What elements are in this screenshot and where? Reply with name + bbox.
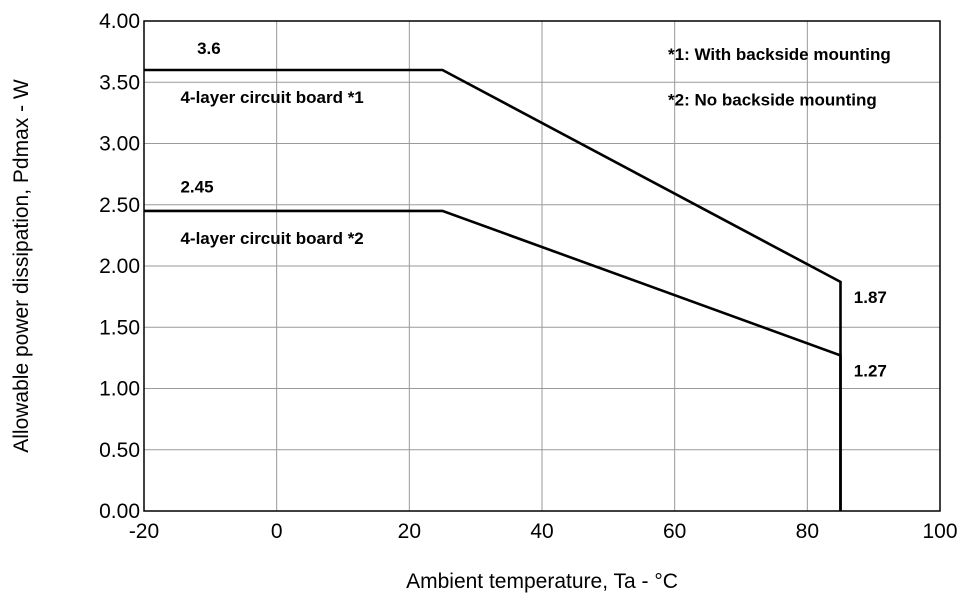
y-tick-label: 1.50: [99, 316, 140, 339]
plot-frame: [143, 20, 941, 512]
y-tick-labels: 0.00 0.50 1.00 1.50 2.00 2.50 3.00 3.50 4.00: [99, 10, 140, 523]
annotations: 3.6 2.45 4-layer circuit board *1 4-layer c…: [180, 39, 890, 380]
series-group: [144, 68, 842, 511]
x-tick-labels: -20 0 20 40 60 80 100: [129, 520, 958, 543]
series-line-2: [144, 209, 842, 511]
x-tick-label: 60: [663, 520, 686, 543]
x-axis-title: Ambient temperature, Ta - °C: [406, 570, 678, 593]
y-tick-label: 0.50: [99, 439, 140, 462]
grid: [143, 20, 941, 512]
y-tick-label: 3.00: [99, 133, 140, 156]
x-tick-label: 40: [530, 520, 553, 543]
x-tick-label: 100: [922, 520, 957, 543]
series-line-1: [144, 68, 842, 511]
x-tick-label: 80: [796, 520, 819, 543]
annotation-label: 4-layer circuit board *1: [180, 88, 363, 107]
annotation-label: *1: With backside mounting: [668, 45, 891, 64]
annotation-label: 3.6: [197, 39, 221, 58]
annotation-label: 1.27: [854, 361, 887, 380]
y-tick-label: 1.00: [99, 378, 140, 401]
annotation-label: 2.45: [180, 178, 213, 197]
annotation-label: 1.87: [854, 288, 887, 307]
y-tick-label: 0.00: [99, 500, 140, 523]
y-tick-label: 4.00: [99, 10, 140, 33]
y-tick-label: 2.50: [99, 194, 140, 217]
annotation-label: *2: No backside mounting: [668, 91, 877, 110]
y-tick-label: 3.50: [99, 71, 140, 94]
annotation-label: 4-layer circuit board *2: [180, 229, 363, 248]
y-tick-label: 2.00: [99, 255, 140, 278]
x-tick-label: 0: [271, 520, 283, 543]
x-tick-label: 20: [398, 520, 421, 543]
x-tick-label: -20: [129, 520, 159, 543]
y-axis-title: Allowable power dissipation, Pdmax - W: [10, 79, 33, 453]
